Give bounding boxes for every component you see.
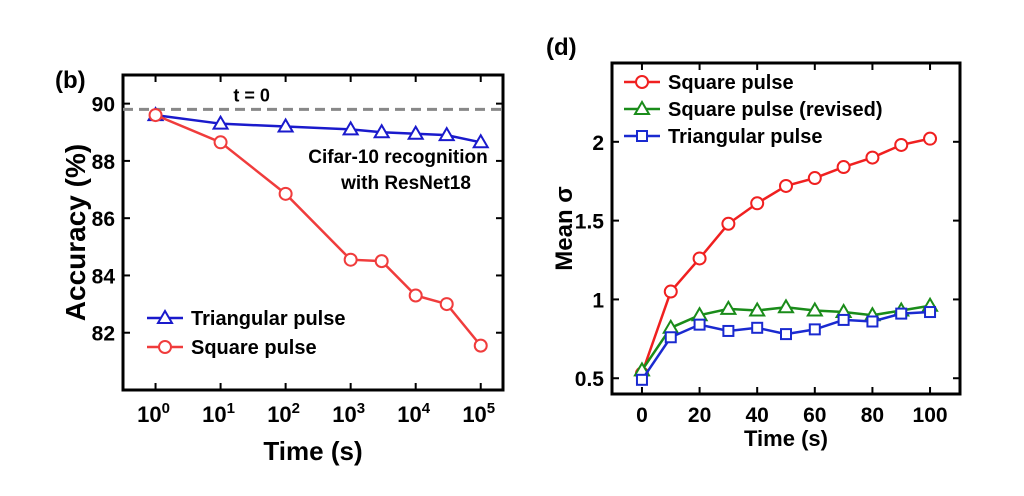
- y-tick-label: 2: [592, 132, 604, 155]
- legend-label: Square pulse (revised): [668, 99, 883, 121]
- x-tick-label: 104: [397, 400, 430, 427]
- legend-marker: [635, 75, 649, 89]
- data-point: [923, 131, 938, 146]
- data-point: [721, 216, 736, 231]
- x-tick-label: 40: [746, 404, 769, 427]
- y-axis-label: Accuracy (%): [60, 144, 91, 321]
- data-point: [408, 288, 423, 303]
- x-tick-label: 101: [202, 400, 235, 427]
- y-tick-label: 88: [92, 151, 116, 174]
- data-point: [836, 160, 851, 175]
- legend-marker: [158, 340, 172, 354]
- legend-label: Triangular pulse: [668, 126, 822, 148]
- data-point: [780, 328, 792, 341]
- series-line: [155, 113, 481, 144]
- data-point: [895, 307, 908, 320]
- mean-sigma-chart: 0 20 40 60 80 100 0.5 1 1.5 2 Time (s) Mean σ (d) Squ…: [546, 34, 962, 451]
- y-tick-label: 1.5: [575, 211, 605, 234]
- x-tick-label: 80: [861, 404, 884, 427]
- legend-marker: [636, 130, 648, 142]
- data-point: [211, 114, 230, 130]
- legend-label: Triangular pulse: [191, 308, 345, 330]
- y-tick-label: 1: [592, 289, 604, 312]
- panel-label: (b): [55, 67, 86, 94]
- x-tick-label: 60: [803, 404, 826, 427]
- x-axis-label: Time (s): [263, 436, 362, 466]
- data-point: [663, 284, 678, 299]
- reference-line-label: t = 0: [233, 85, 270, 105]
- data-point: [213, 135, 228, 150]
- data-point: [866, 315, 879, 328]
- data-point: [693, 318, 706, 331]
- data-point: [664, 331, 677, 344]
- legend-label: Square pulse: [191, 337, 317, 359]
- data-point: [777, 298, 795, 314]
- data-point: [806, 301, 824, 317]
- data-point: [894, 137, 909, 152]
- panel-label: (d): [546, 34, 577, 61]
- x-tick-label: 105: [462, 400, 495, 427]
- plot-frame: [121, 73, 505, 392]
- data-point: [635, 373, 648, 386]
- data-point: [722, 324, 735, 337]
- data-point: [372, 123, 391, 139]
- legend-marker: [633, 100, 651, 115]
- plot-frame: [610, 61, 962, 396]
- y-tick-label: 0.5: [575, 368, 605, 391]
- data-point: [374, 254, 389, 269]
- data-point: [719, 299, 738, 315]
- x-tick-label: 103: [332, 400, 365, 427]
- data-point: [276, 117, 295, 133]
- data-point: [278, 186, 293, 201]
- data-point: [473, 338, 488, 353]
- data-point: [808, 323, 821, 336]
- x-tick-label: 20: [688, 404, 711, 427]
- annotation-text: Cifar-10 recognition: [308, 147, 487, 168]
- data-point: [837, 313, 850, 326]
- y-tick-label: 90: [92, 94, 115, 117]
- y-tick-label: 84: [92, 265, 116, 288]
- x-tick-label: 100: [137, 400, 170, 427]
- data-point: [924, 306, 937, 319]
- data-point: [779, 178, 793, 193]
- legend-marker: [156, 309, 174, 324]
- data-point: [751, 321, 764, 334]
- y-tick-label: 86: [92, 208, 115, 231]
- data-point: [343, 252, 358, 267]
- data-point: [807, 171, 822, 186]
- y-tick-label: 82: [92, 323, 115, 346]
- x-axis-label: Time (s): [744, 426, 828, 451]
- x-tick-label: 0: [636, 404, 648, 427]
- data-point: [437, 126, 456, 142]
- data-point: [406, 124, 425, 140]
- data-point: [148, 108, 163, 123]
- accuracy-chart: 100 101 102 103 104 105 82 84 86 88 90 Time (s) Accu…: [55, 67, 505, 466]
- y-axis-label: Mean σ: [551, 186, 578, 270]
- x-tick-label: 102: [267, 400, 300, 427]
- data-point: [750, 196, 765, 211]
- x-tick-label: 100: [913, 404, 948, 427]
- legend-label: Square pulse: [668, 72, 794, 94]
- data-point: [341, 120, 360, 136]
- data-point: [471, 133, 490, 149]
- data-point: [439, 297, 454, 312]
- annotation-text: with ResNet18: [340, 173, 471, 194]
- data-point: [748, 301, 766, 317]
- data-point: [865, 150, 880, 165]
- data-point: [692, 251, 707, 266]
